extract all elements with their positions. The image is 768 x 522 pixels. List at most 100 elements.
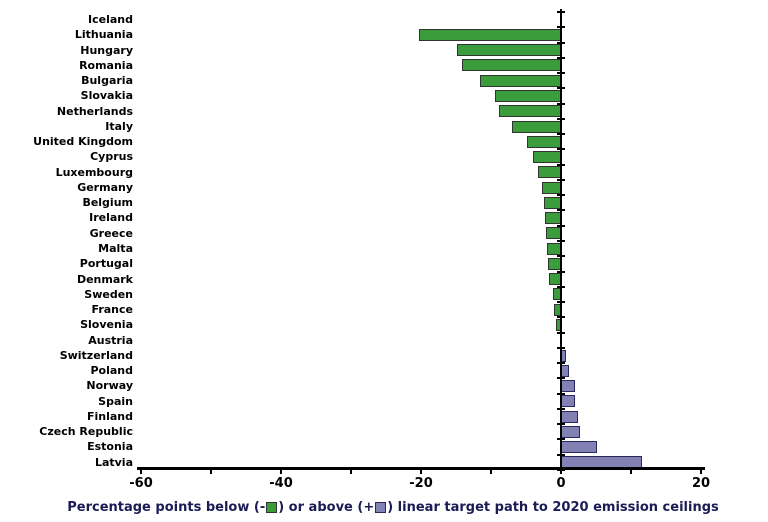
bar-germany xyxy=(542,181,561,194)
bar-bulgaria xyxy=(479,74,561,87)
x-tick-label: -20 xyxy=(409,476,433,491)
category-tick xyxy=(557,362,565,365)
bar-ireland xyxy=(544,212,561,225)
category-tick xyxy=(557,285,565,288)
y-axis-label-malta: Malta xyxy=(98,242,133,255)
category-tick xyxy=(557,331,565,334)
y-axis-label-poland: Poland xyxy=(90,364,133,378)
category-tick xyxy=(557,453,565,456)
x-tick-label: -60 xyxy=(129,476,153,491)
x-axis-tick xyxy=(630,470,632,474)
x-axis-tick xyxy=(140,470,142,474)
x-axis-tick xyxy=(280,470,282,474)
bar-luxembourg xyxy=(537,166,561,179)
bar-united-kingdom xyxy=(527,135,561,148)
category-tick xyxy=(557,41,565,44)
y-axis-label-bulgaria: Bulgaria xyxy=(81,74,133,88)
chart-caption: Percentage points below (- ) or above (+… xyxy=(0,497,768,517)
y-axis-label-belgium: Belgium xyxy=(82,196,133,210)
y-axis-label-slovenia: Slovenia xyxy=(80,318,133,332)
category-tick xyxy=(557,102,565,105)
bar-italy xyxy=(512,120,561,133)
category-tick xyxy=(557,117,565,120)
y-axis-label-germany: Germany xyxy=(77,180,133,194)
category-tick xyxy=(557,224,565,227)
category-tick xyxy=(557,301,565,304)
bar-hungary xyxy=(457,44,561,57)
y-axis-label-united-kingdom: United Kingdom xyxy=(33,135,133,149)
bar-portugal xyxy=(547,257,561,270)
y-axis-label-latvia: Latvia xyxy=(94,455,133,469)
x-axis-tick xyxy=(490,470,492,474)
x-axis xyxy=(137,467,705,470)
category-tick xyxy=(557,270,565,273)
x-tick-label: -40 xyxy=(269,476,293,491)
y-axis-label-denmark: Denmark xyxy=(76,272,133,286)
bar-poland xyxy=(561,364,569,377)
x-tick-label: 20 xyxy=(691,476,711,491)
category-tick xyxy=(557,133,565,136)
y-axis-label-luxembourg: Luxembourg xyxy=(55,165,133,179)
category-tick xyxy=(557,148,565,151)
x-axis-tick xyxy=(560,470,562,474)
category-tick xyxy=(557,72,565,75)
bar-estonia xyxy=(561,441,598,454)
y-axis-label-slovakia: Slovakia xyxy=(80,89,133,103)
legend-swatch-above-purple xyxy=(375,501,387,513)
bar-netherlands xyxy=(499,105,561,118)
category-tick xyxy=(557,26,565,29)
y-axis-label-switzerland: Switzerland xyxy=(59,348,133,362)
y-axis-label-italy: Italy xyxy=(105,119,133,133)
bar-belgium xyxy=(544,196,561,209)
category-tick xyxy=(557,346,565,349)
y-axis-label-czech-republic: Czech Republic xyxy=(39,425,133,439)
x-axis-tick xyxy=(350,470,352,474)
x-axis-tick xyxy=(210,470,212,474)
y-axis-label-greece: Greece xyxy=(89,226,133,240)
legend-swatch-below-green xyxy=(266,501,278,513)
bar-czech-republic xyxy=(561,425,580,438)
y-axis-label-france: France xyxy=(91,303,133,317)
caption-text-tail: ) linear target path to 2020 emission ce… xyxy=(387,499,719,515)
x-axis-tick xyxy=(700,470,702,474)
x-tick-label: 0 xyxy=(556,476,566,491)
caption-text-above: ) or above (+ xyxy=(278,499,375,515)
y-axis-label-estonia: Estonia xyxy=(87,440,133,454)
category-tick xyxy=(557,377,565,380)
bar-cyprus xyxy=(533,151,561,164)
y-axis-label-lithuania: Lithuania xyxy=(74,28,133,42)
bar-finland xyxy=(561,410,578,423)
category-tick xyxy=(557,423,565,426)
y-axis-label-sweden: Sweden xyxy=(84,287,133,301)
bar-lithuania xyxy=(418,28,561,41)
bar-slovakia xyxy=(494,89,561,102)
category-tick xyxy=(557,56,565,59)
y-axis-label-austria: Austria xyxy=(88,333,133,347)
category-tick xyxy=(557,438,565,441)
y-axis-label-finland: Finland xyxy=(86,409,133,423)
bar-norway xyxy=(561,380,575,393)
category-tick xyxy=(557,178,565,181)
bar-greece xyxy=(546,227,561,240)
category-tick xyxy=(557,255,565,258)
category-tick xyxy=(557,163,565,166)
zero-baseline xyxy=(560,9,562,470)
category-tick xyxy=(557,209,565,212)
bar-romania xyxy=(461,59,561,72)
y-axis-label-norway: Norway xyxy=(86,379,133,393)
category-tick xyxy=(557,407,565,410)
y-axis-label-netherlands: Netherlands xyxy=(56,104,133,118)
category-tick xyxy=(557,87,565,90)
caption-text-below: Percentage points below (- xyxy=(67,499,266,515)
category-tick xyxy=(557,194,565,197)
y-axis-label-ireland: Ireland xyxy=(89,211,133,225)
category-tick xyxy=(557,392,565,395)
y-axis-label-romania: Romania xyxy=(79,58,133,72)
y-axis-label-spain: Spain xyxy=(98,394,133,408)
y-axis-label-iceland: Iceland xyxy=(88,13,133,26)
y-axis-label-cyprus: Cyprus xyxy=(90,150,133,164)
y-axis-label-hungary: Hungary xyxy=(80,43,133,57)
bar-spain xyxy=(561,395,575,408)
